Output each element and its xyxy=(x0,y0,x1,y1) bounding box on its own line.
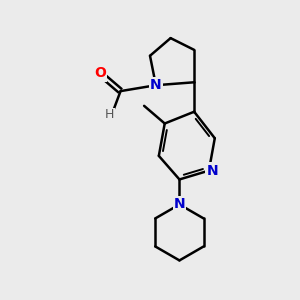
Text: N: N xyxy=(207,164,218,178)
Text: O: O xyxy=(94,66,106,80)
Text: N: N xyxy=(150,78,162,92)
Text: N: N xyxy=(174,197,185,212)
Text: H: H xyxy=(105,108,114,121)
